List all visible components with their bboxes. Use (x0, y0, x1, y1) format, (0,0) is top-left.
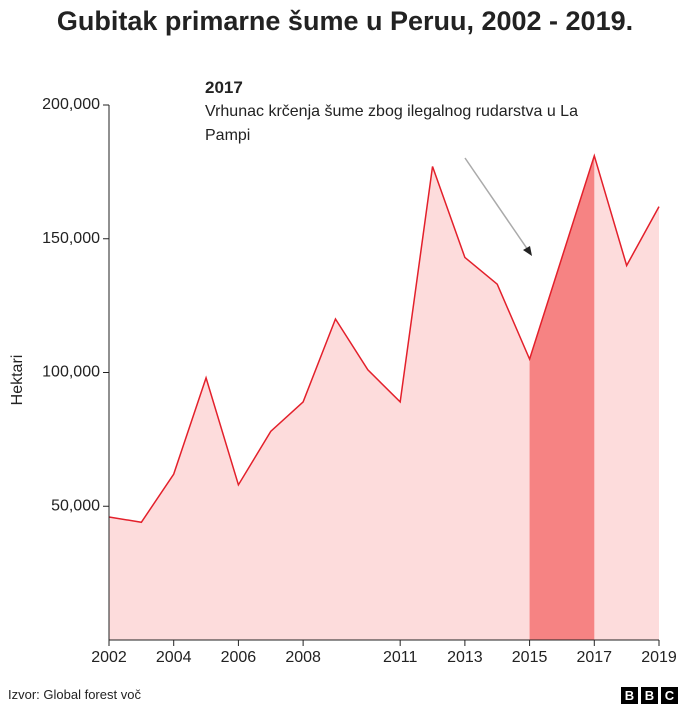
logo-letter: B (641, 687, 658, 704)
y-tick-label: 200,000 (42, 96, 100, 113)
x-tick-label: 2006 (221, 649, 257, 666)
area (109, 155, 659, 640)
source: Izvor: Global forest voč (8, 687, 141, 702)
arrow (464, 157, 529, 251)
y-axis-label: Hektari (9, 355, 26, 406)
x-tick-label: 2015 (512, 649, 548, 666)
line (108, 153, 660, 524)
y-tick-label: 150,000 (42, 230, 100, 247)
annotation-text: Vrhunac krčenja šume zbog ilegalnog ruda… (205, 103, 578, 144)
arrow-head (523, 246, 532, 256)
x-tick-label: 2013 (447, 649, 483, 666)
highlight-area (529, 155, 595, 640)
logo: B B C (621, 687, 678, 704)
x-tick-label: 2004 (156, 649, 192, 666)
y-tick-label: 100,000 (42, 364, 100, 381)
x-tick-label: 2011 (383, 649, 418, 666)
x-tick-label: 2017 (576, 649, 612, 666)
y-tick-label: 50,000 (51, 497, 100, 514)
logo-letter: B (621, 687, 638, 704)
x-tick-label: 2002 (91, 649, 127, 666)
annotation: 2017 Vrhunac krčenja šume zbog ilegalnog… (205, 76, 615, 148)
annotation-title: 2017 (205, 78, 243, 97)
logo-letter: C (661, 687, 678, 704)
x-tick-label: 2008 (285, 649, 321, 666)
x-tick-label: 2019 (641, 649, 677, 666)
chart-title: Gubitak primarne šume u Peruu, 2002 - 20… (56, 6, 634, 36)
